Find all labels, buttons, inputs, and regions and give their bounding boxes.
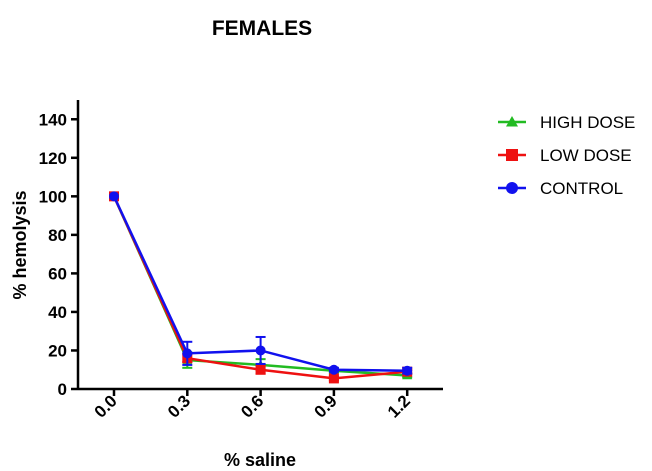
y-tick-label: 100 bbox=[39, 187, 67, 206]
chart-title: FEMALES bbox=[212, 17, 312, 40]
x-tick-label: 0.6 bbox=[237, 391, 267, 421]
y-tick-label: 0 bbox=[58, 380, 67, 399]
x-tick-label: 0.3 bbox=[164, 391, 194, 421]
axis-ticks: 0 20 40 60 80 100 120 140 0.0 0.3 0.6 0.9 1.2 bbox=[39, 110, 414, 421]
y-tick-label: 20 bbox=[48, 341, 67, 360]
x-tick-label: 0.0 bbox=[91, 391, 121, 421]
legend-label: CONTROL bbox=[540, 179, 623, 198]
y-tick-label: 40 bbox=[48, 303, 67, 322]
x-tick-label: 0.9 bbox=[311, 391, 341, 421]
data-point bbox=[328, 364, 339, 375]
legend-item: CONTROL bbox=[498, 179, 623, 198]
legend-item: HIGH DOSE bbox=[498, 113, 635, 132]
series-layer bbox=[109, 191, 413, 384]
data-point bbox=[255, 364, 266, 375]
data-point bbox=[255, 345, 266, 356]
y-axis-title: % hemolysis bbox=[10, 190, 30, 299]
legend-label: LOW DOSE bbox=[540, 146, 632, 165]
data-point bbox=[402, 365, 413, 376]
legend-marker bbox=[506, 182, 518, 194]
y-tick-label: 120 bbox=[39, 149, 67, 168]
legend: HIGH DOSE LOW DOSE CONTROL bbox=[498, 113, 635, 198]
y-tick-label: 140 bbox=[39, 110, 67, 129]
legend-marker bbox=[506, 149, 518, 161]
y-tick-label: 80 bbox=[48, 226, 67, 245]
data-point bbox=[109, 191, 119, 202]
x-tick-label: 1.2 bbox=[384, 391, 414, 421]
legend-item: LOW DOSE bbox=[498, 146, 632, 165]
data-point bbox=[328, 373, 339, 384]
data-point bbox=[182, 348, 193, 359]
y-tick-label: 60 bbox=[48, 264, 67, 283]
x-axis-title: % saline bbox=[224, 450, 296, 470]
series-control bbox=[109, 191, 413, 376]
legend-label: HIGH DOSE bbox=[540, 113, 635, 132]
legend-marker bbox=[506, 116, 518, 127]
